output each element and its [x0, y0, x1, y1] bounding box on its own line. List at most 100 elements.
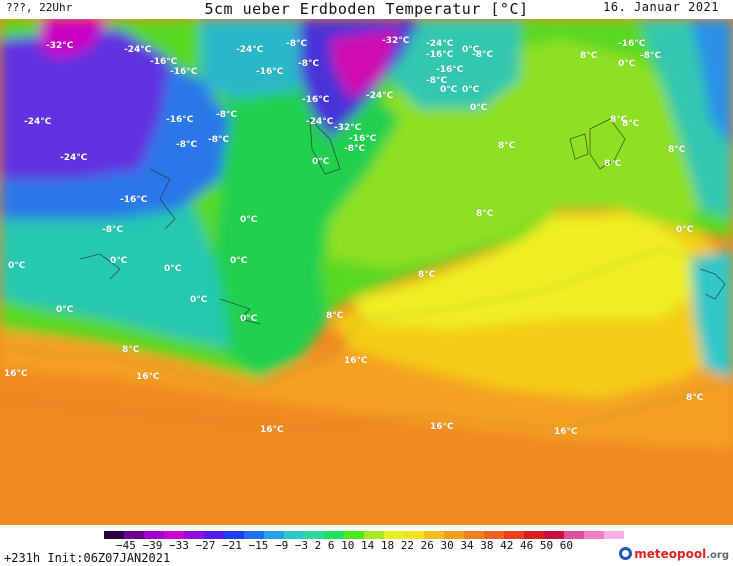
forecast-date: 16. Januar 2021 — [603, 0, 719, 14]
isotherm-label: -16°C — [349, 134, 377, 144]
footer-bar: −45 −39 −33 −27 −21 −15 −9 −3 2 6 10 14 … — [0, 525, 733, 566]
isotherm-label: 0°C — [618, 59, 636, 69]
forecast-time-label: ???, 22Uhr — [6, 1, 73, 14]
isotherm-label: 0°C — [56, 305, 74, 315]
isotherm-label: -8°C — [344, 144, 366, 154]
colorbar-swatch — [224, 531, 245, 539]
isotherm-label: 8°C — [580, 51, 598, 61]
isotherm-label: -16°C — [302, 95, 330, 105]
colorbar-swatch — [244, 531, 265, 539]
temperature-map — [0, 19, 733, 525]
isotherm-label: -16°C — [256, 67, 284, 77]
isotherm-label: 16°C — [260, 425, 284, 435]
logo-text-suffix: .org — [706, 550, 729, 561]
isotherm-label: -16°C — [120, 195, 148, 205]
isotherm-label: 8°C — [122, 345, 140, 355]
isotherm-label: -24°C — [124, 45, 152, 55]
isotherm-label: 8°C — [476, 209, 494, 219]
isotherm-label: 0°C — [240, 215, 258, 225]
isotherm-label: 0°C — [462, 45, 480, 55]
colorbar-swatch — [604, 531, 624, 539]
isotherm-label: -8°C — [216, 110, 238, 120]
isotherm-label: -16°C — [166, 115, 194, 125]
isotherm-label: 16°C — [4, 369, 28, 379]
isotherm-label: -24°C — [366, 91, 394, 101]
colorbar-swatch — [284, 531, 305, 539]
map-title: 5cm ueber Erdboden Temperatur [°C] — [204, 0, 529, 18]
isotherm-label: 0°C — [230, 256, 248, 266]
colorbar-swatch — [184, 531, 205, 539]
header-bar: ???, 22Uhr 5cm ueber Erdboden Temperatur… — [0, 0, 733, 20]
colorbar-swatch — [164, 531, 185, 539]
isotherm-label: -8°C — [426, 76, 448, 86]
isotherm-label: -8°C — [298, 59, 320, 69]
isotherm-label: 0°C — [8, 261, 26, 271]
isotherm-label: 0°C — [312, 157, 330, 167]
isotherm-label: -8°C — [176, 140, 198, 150]
meteopool-logo[interactable]: meteopool.org — [619, 547, 729, 561]
isotherm-label: 0°C — [470, 103, 488, 113]
colorbar-swatch — [304, 531, 325, 539]
isotherm-label: 8°C — [686, 393, 704, 403]
isotherm-label: -32°C — [334, 123, 362, 133]
isotherm-label: 16°C — [344, 356, 368, 366]
colorbar-swatch — [544, 531, 565, 539]
isotherm-label: 0°C — [110, 256, 128, 266]
colorbar-swatch — [204, 531, 225, 539]
colorbar-swatch — [124, 531, 145, 539]
globe-icon — [619, 547, 633, 560]
isotherm-label: 8°C — [498, 141, 516, 151]
isotherm-label: 0°C — [440, 85, 458, 95]
isotherm-label: 8°C — [604, 159, 622, 169]
colorbar-swatch — [504, 531, 525, 539]
isotherm-label: -24°C — [60, 153, 88, 163]
isotherm-label: 0°C — [240, 314, 258, 324]
isotherm-label: -16°C — [426, 50, 454, 60]
colorbar-swatch — [424, 531, 445, 539]
colorbar-swatch — [444, 531, 465, 539]
isotherm-label: 8°C — [622, 119, 640, 129]
colorbar-swatch — [584, 531, 605, 539]
colorbar-swatch — [364, 531, 385, 539]
colorbar-swatch — [104, 531, 125, 539]
isotherm-label: 16°C — [554, 427, 578, 437]
isotherm-label: -8°C — [472, 50, 494, 60]
isotherm-label: 0°C — [164, 264, 182, 274]
isotherm-label: -8°C — [102, 225, 124, 235]
colorbar — [104, 531, 624, 539]
logo-text-main: meteo — [634, 547, 678, 561]
isotherm-label: -24°C — [306, 117, 334, 127]
isotherm-label: -16°C — [170, 67, 198, 77]
colorbar-swatch — [404, 531, 425, 539]
isotherm-label: 0°C — [462, 85, 480, 95]
temperature-field — [0, 19, 733, 525]
colorbar-swatch — [524, 531, 545, 539]
isotherm-label: 8°C — [326, 311, 344, 321]
colorbar-swatch — [384, 531, 405, 539]
isotherm-label: 16°C — [136, 372, 160, 382]
isotherm-label: -24°C — [236, 45, 264, 55]
logo-text-accent: pool — [677, 547, 707, 561]
isotherm-label: 8°C — [610, 115, 628, 125]
colorbar-swatch — [264, 531, 285, 539]
colorbar-swatch — [464, 531, 485, 539]
run-info: +231h Init:06Z07JAN2021 — [4, 551, 171, 565]
isotherm-label: 0°C — [676, 225, 694, 235]
isotherm-label: -16°C — [618, 39, 646, 49]
isotherm-label: -24°C — [24, 117, 52, 127]
colorbar-swatch — [324, 531, 345, 539]
colorbar-swatch — [144, 531, 165, 539]
isotherm-label: 8°C — [668, 145, 686, 155]
colorbar-swatch — [564, 531, 585, 539]
colorbar-ticks: −45 −39 −33 −27 −21 −15 −9 −3 2 6 10 14 … — [116, 539, 573, 552]
isotherm-label: -16°C — [150, 57, 178, 67]
colorbar-swatch — [344, 531, 365, 539]
isotherm-label: -24°C — [426, 39, 454, 49]
isotherm-label: -16°C — [436, 65, 464, 75]
isotherm-label: 0°C — [190, 295, 208, 305]
isotherm-label: 16°C — [430, 422, 454, 432]
isotherm-label: -32°C — [382, 36, 410, 46]
isotherm-label: -32°C — [46, 41, 74, 51]
isotherm-label: -8°C — [286, 39, 308, 49]
isotherm-label: -8°C — [640, 51, 662, 61]
